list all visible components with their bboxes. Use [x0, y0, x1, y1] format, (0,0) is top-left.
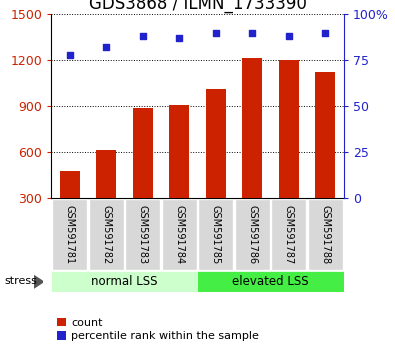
Title: GDS3868 / ILMN_1733390: GDS3868 / ILMN_1733390	[88, 0, 307, 13]
Bar	[60, 171, 80, 198]
Text: normal LSS: normal LSS	[91, 275, 158, 288]
Text: GSM591786: GSM591786	[247, 205, 257, 264]
Bar	[315, 73, 335, 198]
Point	[322, 30, 329, 35]
Legend: count, percentile rank within the sample: count, percentile rank within the sample	[57, 318, 259, 341]
Text: GSM591787: GSM591787	[284, 205, 294, 264]
Point	[176, 35, 182, 41]
Bar	[198, 199, 233, 270]
Text: stress: stress	[4, 276, 37, 286]
Bar	[235, 199, 270, 270]
Text: GSM591784: GSM591784	[174, 205, 184, 264]
Bar	[133, 108, 153, 198]
Point	[213, 30, 219, 35]
Text: GSM591781: GSM591781	[65, 205, 75, 264]
Bar	[271, 199, 307, 270]
Text: GSM591783: GSM591783	[138, 205, 148, 264]
Bar	[308, 199, 343, 270]
Bar	[52, 199, 87, 270]
Bar	[96, 150, 116, 198]
Point	[139, 33, 146, 39]
Bar	[279, 60, 299, 198]
Bar	[125, 199, 160, 270]
Polygon shape	[34, 275, 43, 288]
Bar	[162, 199, 197, 270]
Bar	[206, 89, 226, 198]
Text: elevated LSS: elevated LSS	[232, 275, 309, 288]
Bar	[242, 58, 262, 198]
Point	[249, 30, 256, 35]
Bar	[198, 271, 344, 292]
Text: GSM591788: GSM591788	[320, 205, 330, 264]
Bar	[88, 199, 124, 270]
Point	[286, 33, 292, 39]
Point	[103, 45, 109, 50]
Text: GSM591782: GSM591782	[101, 205, 111, 264]
Bar	[51, 271, 198, 292]
Bar	[169, 105, 189, 198]
Point	[66, 52, 73, 57]
Text: GSM591785: GSM591785	[211, 205, 221, 264]
